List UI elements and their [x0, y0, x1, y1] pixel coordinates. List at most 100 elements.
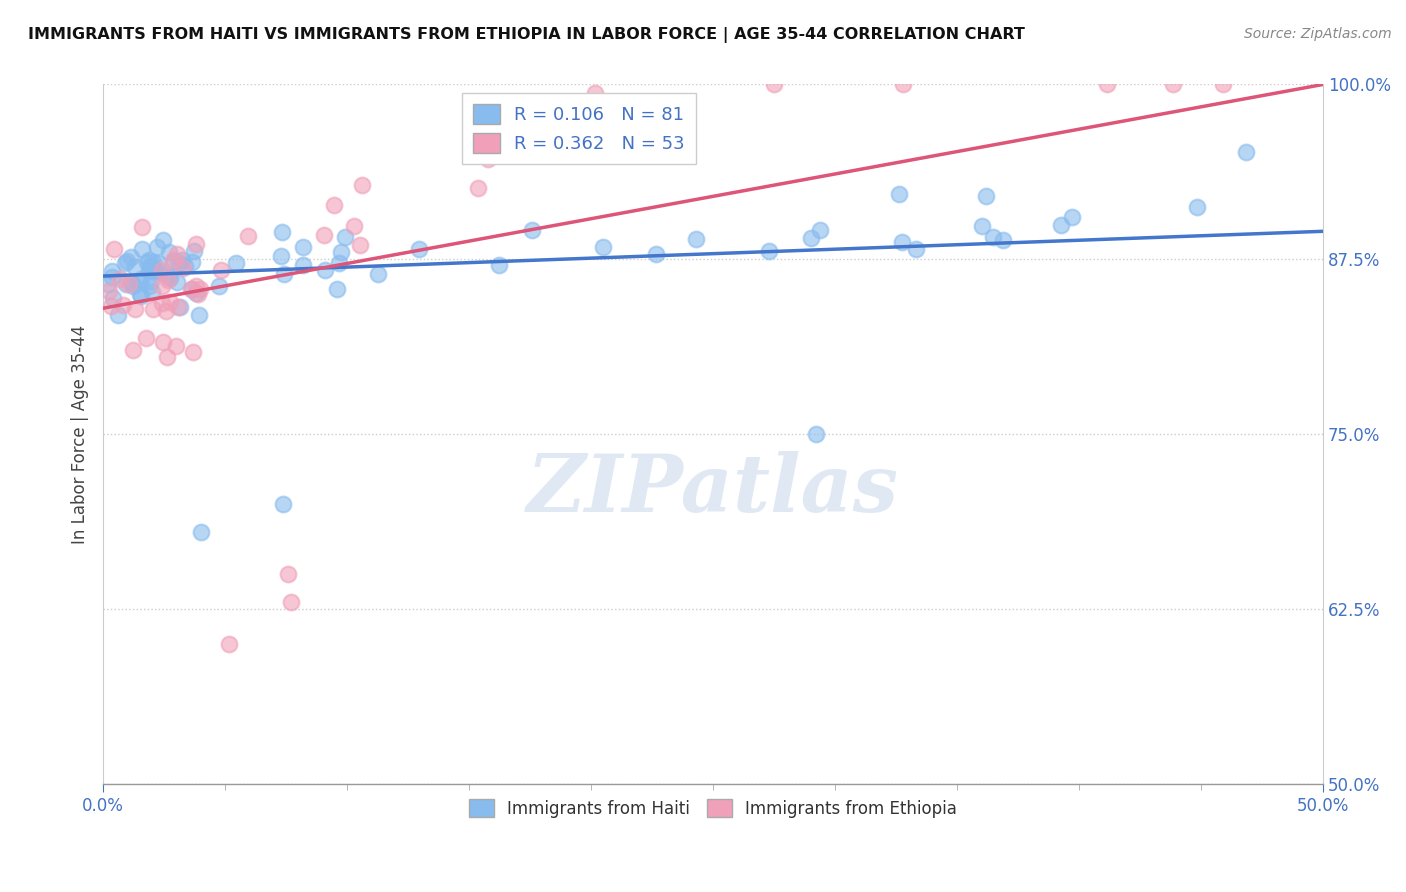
Point [312, 227, 335, 242]
Point [547, 99, 569, 113]
Point [150, 263, 173, 277]
Point [136, 254, 159, 268]
Point [157, 268, 180, 283]
Point [314, 263, 336, 277]
Point [97, 277, 120, 292]
Point [1212, 78, 1234, 92]
Point [180, 282, 202, 296]
Point [163, 253, 186, 268]
Point [108, 272, 131, 286]
Point [166, 275, 188, 289]
Point [208, 279, 231, 293]
Point [1234, 145, 1257, 159]
Point [890, 235, 912, 250]
Point [891, 78, 914, 92]
Text: Source: ZipAtlas.com: Source: ZipAtlas.com [1244, 27, 1392, 41]
Point [335, 229, 357, 244]
Point [184, 237, 207, 252]
Point [117, 254, 139, 268]
Point [271, 497, 294, 511]
Point [188, 282, 211, 296]
Point [138, 262, 160, 277]
Point [758, 244, 780, 259]
Point [654, 120, 676, 134]
Point [236, 228, 259, 243]
Point [174, 259, 197, 273]
Point [129, 289, 152, 303]
Point [569, 128, 592, 143]
Point [170, 253, 193, 268]
Point [762, 78, 785, 92]
Point [804, 427, 827, 442]
Point [349, 238, 371, 252]
Point [101, 270, 124, 285]
Point [124, 301, 146, 316]
Point [367, 267, 389, 281]
Point [112, 298, 135, 312]
Point [991, 233, 1014, 247]
Point [129, 272, 152, 286]
Point [1097, 78, 1119, 92]
Point [131, 242, 153, 256]
Point [172, 260, 194, 275]
Point [101, 264, 124, 278]
Point [152, 233, 174, 247]
Point [129, 286, 152, 301]
Point [150, 278, 173, 293]
Point [139, 274, 162, 288]
Point [159, 295, 181, 310]
Point [146, 256, 169, 270]
Point [1161, 78, 1184, 92]
Point [124, 260, 146, 275]
Point [131, 220, 153, 235]
Point [685, 232, 707, 246]
Point [107, 308, 129, 322]
Point [1062, 210, 1084, 224]
Legend: Immigrants from Haiti, Immigrants from Ethiopia: Immigrants from Haiti, Immigrants from E… [463, 792, 965, 824]
Point [277, 566, 299, 581]
Point [187, 308, 209, 322]
Point [583, 86, 606, 100]
Point [145, 264, 167, 278]
Point [325, 282, 347, 296]
Point [225, 256, 247, 270]
Point [218, 637, 240, 651]
Point [166, 247, 188, 261]
Point [114, 256, 136, 270]
Point [1185, 201, 1208, 215]
Point [343, 219, 366, 234]
Point [138, 279, 160, 293]
Point [970, 219, 993, 234]
Point [467, 181, 489, 195]
Point [187, 287, 209, 301]
Text: IMMIGRANTS FROM HAITI VS IMMIGRANTS FROM ETHIOPIA IN LABOR FORCE | AGE 35-44 COR: IMMIGRANTS FROM HAITI VS IMMIGRANTS FROM… [28, 27, 1025, 43]
Point [149, 264, 172, 278]
Point [477, 152, 499, 166]
Point [668, 100, 690, 114]
Point [101, 291, 124, 305]
Point [157, 245, 180, 260]
Point [280, 595, 302, 609]
Point [181, 281, 204, 295]
Point [270, 225, 292, 239]
Point [887, 186, 910, 201]
Point [291, 258, 314, 272]
Point [209, 262, 232, 277]
Point [165, 339, 187, 353]
Point [103, 242, 125, 256]
Point [120, 250, 142, 264]
Point [156, 350, 179, 364]
Point [157, 272, 180, 286]
Point [142, 255, 165, 269]
Y-axis label: In Labor Force | Age 35-44: In Labor Force | Age 35-44 [72, 325, 89, 543]
Point [181, 255, 204, 269]
Point [352, 178, 374, 192]
Point [155, 303, 177, 318]
Point [983, 229, 1005, 244]
Point [121, 276, 143, 290]
Point [128, 276, 150, 290]
Point [408, 243, 430, 257]
Point [645, 246, 668, 260]
Point [150, 296, 173, 310]
Point [138, 253, 160, 268]
